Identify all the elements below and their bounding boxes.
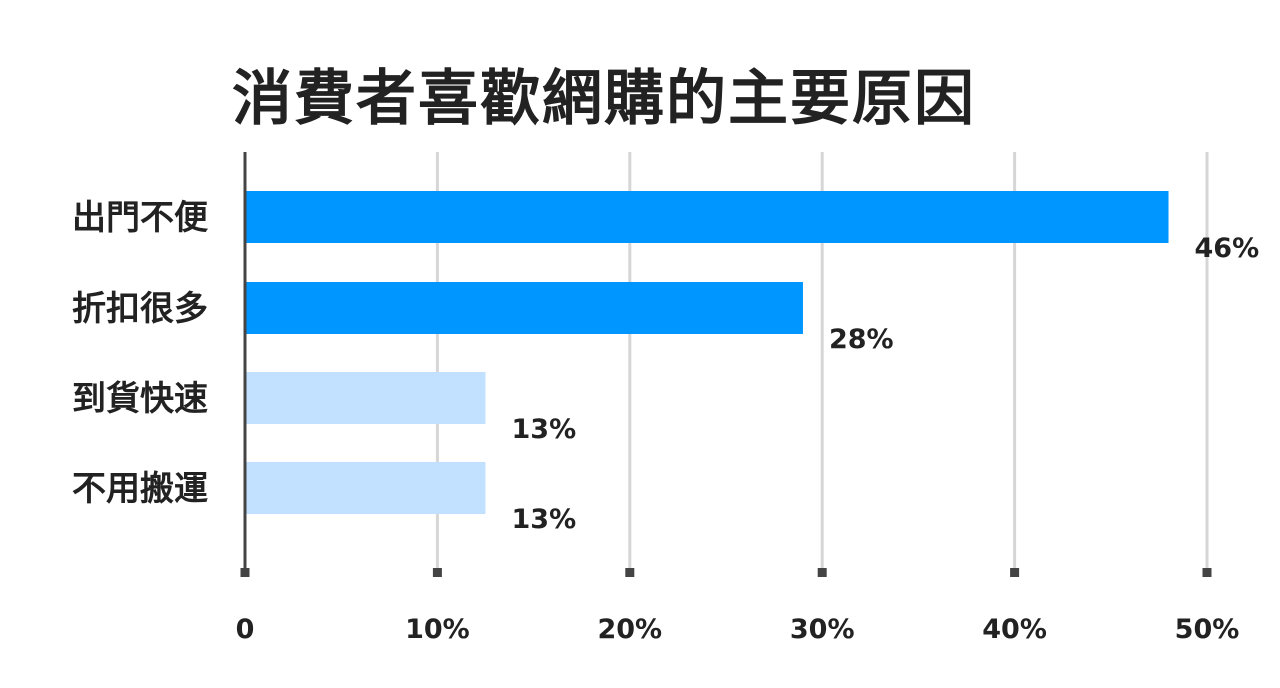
bar (246, 372, 486, 424)
tick-mark-10 (432, 568, 442, 577)
value-label: 13% (512, 504, 577, 535)
bar (246, 462, 486, 514)
x-tick-label: 50% (1175, 614, 1240, 645)
tick-mark-30 (817, 568, 827, 577)
bar (246, 191, 1169, 243)
tick-mark-40 (1010, 568, 1020, 577)
value-label: 28% (829, 324, 894, 355)
value-label: 46% (1195, 233, 1260, 264)
bars (246, 191, 1169, 514)
x-tick-label: 20% (597, 614, 662, 645)
chart-title: 消費者喜歡網購的主要原因 (232, 64, 976, 134)
labels: 0 10% 20% 30% 40% 50% 出門不便 46% 折扣很多 28% 到貨快速 13% 不用搬… (72, 198, 1259, 645)
x-tick-label: 0 (236, 614, 255, 645)
category-label: 不用搬運 (72, 469, 208, 509)
tick-mark-50 (1202, 568, 1212, 577)
axis (240, 152, 1212, 577)
value-label: 13% (512, 414, 577, 445)
x-tick-label: 40% (982, 614, 1047, 645)
tick-mark-0 (240, 568, 250, 577)
bar (246, 282, 803, 334)
category-label: 到貨快速 (72, 379, 208, 419)
x-tick-label: 10% (405, 614, 470, 645)
x-tick-label: 30% (790, 614, 855, 645)
tick-mark-20 (625, 568, 635, 577)
category-label: 折扣很多 (72, 289, 208, 329)
category-label: 出門不便 (72, 198, 209, 238)
